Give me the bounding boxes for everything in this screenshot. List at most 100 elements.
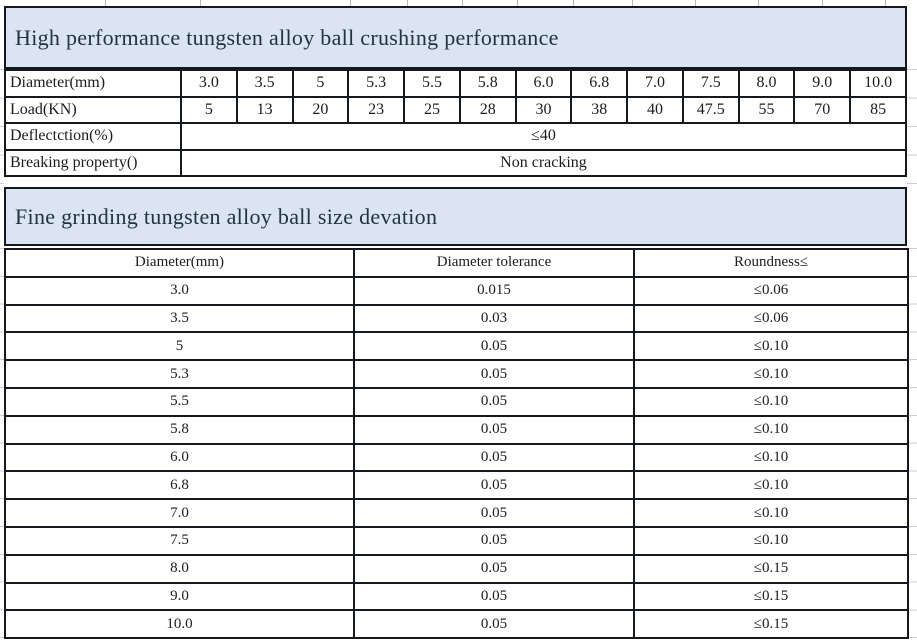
cell: ≤0.10 — [633, 414, 909, 445]
grid-tick — [695, 0, 696, 6]
cell: 30 — [514, 95, 573, 124]
grid-tick — [407, 0, 408, 6]
table-row-breaking: Breaking property() Non cracking — [4, 148, 907, 177]
cell: ≤0.10 — [633, 525, 909, 556]
cell: 38 — [570, 95, 629, 124]
cell: 7.0 — [626, 69, 684, 98]
cell: 55 — [737, 95, 796, 124]
table-row: 6.8 0.05 ≤0.10 — [4, 470, 909, 501]
grid-tick — [200, 0, 201, 6]
table-row: 3.0 0.015 ≤0.06 — [4, 275, 909, 306]
table-row-load: Load(KN) 5 13 20 23 25 28 30 38 40 47.5 … — [4, 95, 907, 124]
cell: 0.05 — [353, 386, 635, 417]
cell: 0.05 — [353, 470, 635, 501]
cell: 7.5 — [681, 69, 740, 98]
crushing-performance-title: High performance tungsten alloy ball cru… — [4, 6, 907, 69]
column-header-tolerance: Diameter tolerance — [353, 248, 635, 278]
cell: 0.05 — [353, 581, 635, 612]
cell: 0.05 — [353, 553, 635, 584]
cell: 6.0 — [4, 442, 355, 473]
table-row: 5.3 0.05 ≤0.10 — [4, 359, 909, 389]
table-row: 5.8 0.05 ≤0.10 — [4, 414, 909, 445]
grid-stub — [907, 69, 917, 189]
row-label: Deflectction(%) — [4, 122, 182, 151]
cell: ≤0.10 — [633, 359, 909, 389]
cell: 20 — [291, 95, 350, 124]
cell: 7.0 — [4, 498, 355, 528]
cell: 3.0 — [180, 69, 238, 98]
row-label: Load(KN) — [4, 95, 182, 124]
cell: ≤0.06 — [633, 303, 909, 334]
cell: ≤0.15 — [633, 553, 909, 584]
cell: 40 — [626, 95, 684, 124]
table-row-deflection: Deflectction(%) ≤40 — [4, 122, 907, 151]
cell: 6.8 — [570, 69, 629, 98]
cell: 10.0 — [849, 69, 907, 98]
table-row: 7.5 0.05 ≤0.10 — [4, 525, 909, 556]
cell: 3.5 — [235, 69, 294, 98]
row-label: Diameter(mm) — [4, 69, 182, 98]
cell: 9.0 — [793, 69, 852, 98]
cell: 9.0 — [4, 581, 355, 612]
cell: 3.0 — [4, 275, 355, 306]
cell-merged: Non cracking — [180, 148, 907, 177]
cell: 47.5 — [681, 95, 740, 124]
cell: 0.05 — [353, 414, 635, 445]
cell: ≤0.10 — [633, 442, 909, 473]
table-row: 10.0 0.05 ≤0.15 — [4, 609, 909, 640]
cell: 5 — [4, 331, 355, 362]
cell: 5 — [180, 95, 238, 124]
cell: 13 — [235, 95, 294, 124]
cell: 28 — [458, 95, 517, 124]
cell: 23 — [347, 95, 406, 124]
grid-tick — [350, 0, 351, 6]
cell: 70 — [793, 95, 852, 124]
grid-tick — [822, 0, 823, 6]
column-header-diameter: Diameter(mm) — [4, 248, 355, 278]
cell: 0.05 — [353, 498, 635, 528]
cell: ≤0.10 — [633, 331, 909, 362]
cell: 0.05 — [353, 525, 635, 556]
table-row: 6.0 0.05 ≤0.10 — [4, 442, 909, 473]
grid-tick — [105, 0, 106, 6]
cell: 5.8 — [4, 414, 355, 445]
table-row: 5 0.05 ≤0.10 — [4, 331, 909, 362]
cell: ≤0.10 — [633, 386, 909, 417]
cell: 0.05 — [353, 359, 635, 389]
cell: 3.5 — [4, 303, 355, 334]
grid-tick — [517, 0, 518, 6]
crushing-performance-table: Diameter(mm) 3.0 3.5 5 5.3 5.5 5.8 6.0 6… — [4, 69, 907, 177]
table-row: 9.0 0.05 ≤0.15 — [4, 581, 909, 612]
grid-tick — [885, 0, 886, 6]
grid-stub — [907, 248, 917, 644]
grid-stub — [0, 69, 4, 189]
size-deviation-title: Fine grinding tungsten alloy ball size d… — [4, 187, 907, 246]
cell: 0.05 — [353, 609, 635, 640]
table-header-row: Diameter(mm) Diameter tolerance Roundnes… — [4, 248, 909, 278]
crushing-performance-title-text: High performance tungsten alloy ball cru… — [15, 24, 559, 50]
cell: 5 — [291, 69, 350, 98]
cell: ≤0.10 — [633, 498, 909, 528]
cell: 0.03 — [353, 303, 635, 334]
cell: 5.3 — [4, 359, 355, 389]
cell: 5.5 — [4, 386, 355, 417]
table-row: 3.5 0.03 ≤0.06 — [4, 303, 909, 334]
grid-stub — [0, 248, 4, 644]
cell: 0.05 — [353, 331, 635, 362]
cell-merged: ≤40 — [180, 122, 907, 151]
grid-tick — [573, 0, 574, 6]
size-deviation-title-text: Fine grinding tungsten alloy ball size d… — [15, 203, 438, 229]
column-header-roundness: Roundness≤ — [633, 248, 909, 278]
cell: 7.5 — [4, 525, 355, 556]
cell: ≤0.06 — [633, 275, 909, 306]
grid-tick — [632, 0, 633, 6]
cell: 0.015 — [353, 275, 635, 306]
cell: 6.8 — [4, 470, 355, 501]
grid-tick — [462, 0, 463, 6]
cell: 8.0 — [4, 553, 355, 584]
cell: ≤0.15 — [633, 581, 909, 612]
cell: 85 — [849, 95, 907, 124]
cell: 10.0 — [4, 609, 355, 640]
cell: 25 — [403, 95, 461, 124]
